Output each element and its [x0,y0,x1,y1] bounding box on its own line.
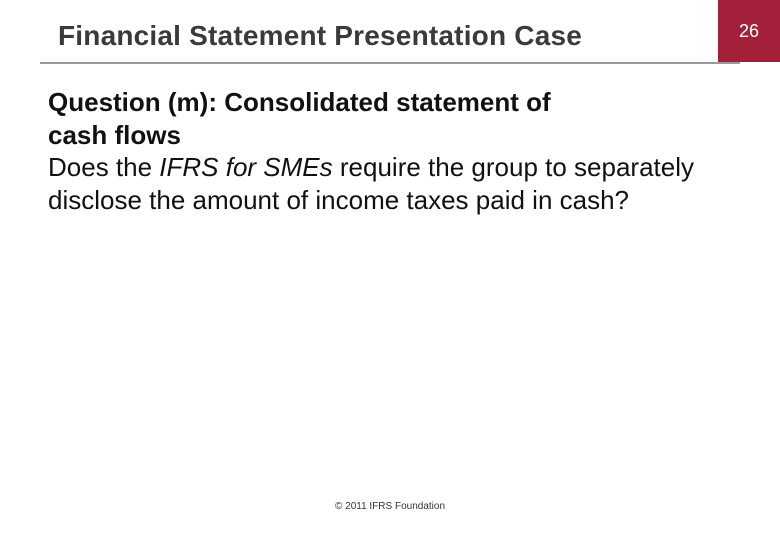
title-cell: Financial Statement Presentation Case [0,0,718,62]
page-number: 26 [739,21,759,42]
slide-title: Financial Statement Presentation Case [58,20,582,52]
slide-body: Question (m): Consolidated statement of … [0,64,780,216]
page-number-badge: 26 [718,0,780,62]
header-row: Financial Statement Presentation Case 26 [0,0,780,62]
question-text-italic: IFRS for SMEs [159,152,332,182]
question-heading: Question (m): Consolidated statement of … [48,86,732,151]
slide: Financial Statement Presentation Case 26… [0,0,780,540]
copyright-text: © 2011 IFRS Foundation [335,501,445,512]
question-heading-line1: Question (m): Consolidated statement of [48,87,551,117]
question-text: Does the IFRS for SMEs require the group… [48,151,732,216]
footer: © 2011 IFRS Foundation [0,501,780,512]
question-heading-line2: cash flows [48,120,181,150]
question-text-pre: Does the [48,152,159,182]
